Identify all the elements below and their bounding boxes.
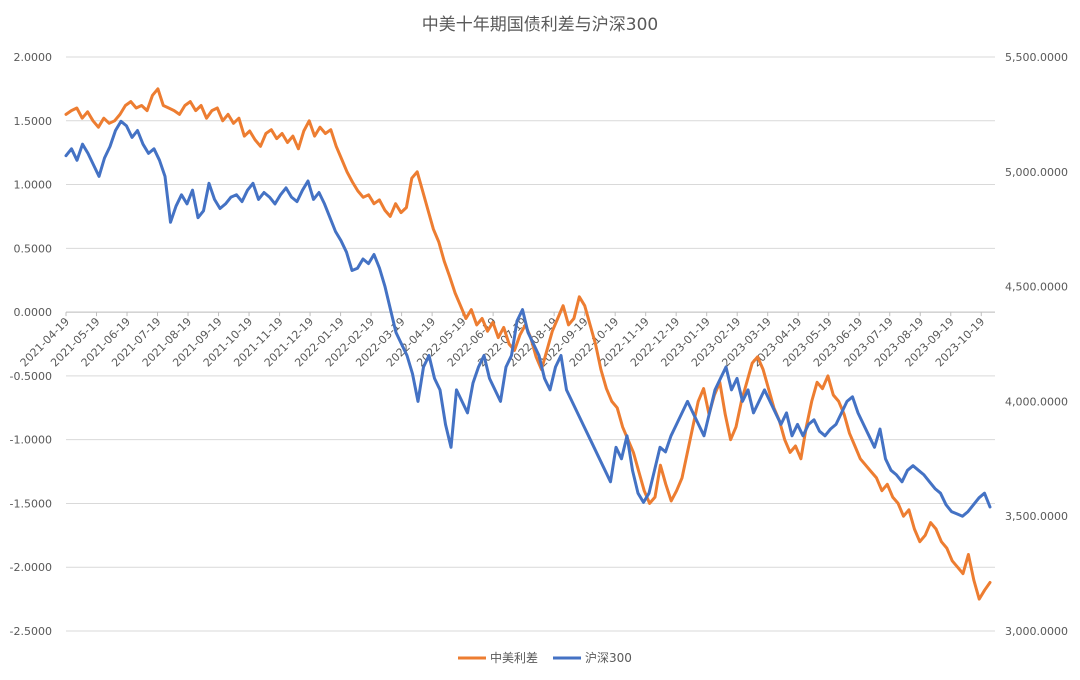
y-left-tick-label: 1.5000 — [14, 115, 53, 128]
y-left-tick-label: 1.0000 — [14, 179, 53, 192]
y-right-tick-label: 5,000.0000 — [1005, 166, 1068, 179]
series-layer — [64, 87, 992, 601]
chart-title: 中美十年期国债利差与沪深300 — [422, 15, 658, 35]
legend: 中美利差 沪深300 — [458, 650, 632, 665]
y-right-axis: 3,000.0000 3,500.0000 4,000.0000 4,500.0000… — [1005, 51, 1068, 638]
y-left-tick-label: -2.0000 — [10, 561, 52, 574]
y-right-tick-label: 3,000.0000 — [1005, 625, 1068, 638]
x-axis: 2021-04-192021-05-192021-06-192021-07-19… — [18, 311, 995, 369]
series-line-csi300 — [64, 119, 992, 518]
y-left-tick-label: -2.5000 — [10, 625, 52, 638]
y-left-tick-label: -0.5000 — [10, 370, 52, 383]
y-left-tick-label: 0.5000 — [14, 242, 53, 255]
y-left-axis: -2.5000 -2.0000 -1.5000 -1.0000 -0.5000 0.000… — [10, 51, 52, 638]
y-right-tick-label: 3,500.0000 — [1005, 510, 1068, 523]
y-left-tick-label: 2.0000 — [14, 51, 53, 64]
y-left-tick-label: -1.5000 — [10, 497, 52, 510]
legend-label: 沪深300 — [585, 651, 632, 665]
legend-label: 中美利差 — [490, 650, 538, 665]
y-right-tick-label: 4,000.0000 — [1005, 395, 1068, 408]
y-right-tick-label: 5,500.0000 — [1005, 51, 1068, 64]
y-right-tick-label: 4,500.0000 — [1005, 281, 1068, 294]
y-left-tick-label: 0.0000 — [14, 306, 53, 319]
y-left-tick-label: -1.0000 — [10, 434, 52, 447]
